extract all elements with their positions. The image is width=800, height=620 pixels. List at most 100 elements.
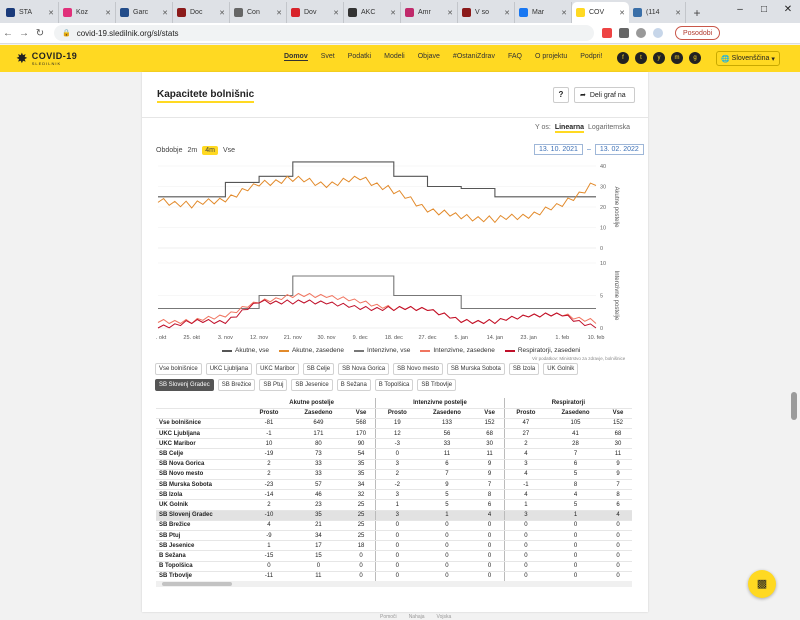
url-field[interactable]: 🔒 covid-19.sledilnik.org/sl/stats — [54, 25, 594, 41]
nav-item[interactable]: Objave — [417, 53, 440, 60]
bottom-tab[interactable]: Pomoči — [380, 614, 397, 620]
menu-icon[interactable] — [636, 28, 646, 38]
table-row[interactable]: B Topolšica 0 0 0 0 0 0 0 0 0 — [156, 561, 632, 572]
medium-icon[interactable]: m — [671, 52, 683, 64]
nav-item[interactable]: Domov — [284, 53, 308, 61]
table-horizontal-scrollbar[interactable] — [156, 581, 632, 587]
hospital-filter-chip[interactable]: UKC Ljubljana — [205, 363, 253, 375]
table-row[interactable]: SB Novo mesto 2 33 35 2 7 9 4 5 9 — [156, 469, 632, 481]
period-option[interactable]: 4m — [202, 146, 218, 155]
page-scrollbar[interactable] — [788, 72, 800, 620]
tab-close-icon[interactable]: ✕ — [276, 9, 282, 17]
browser-tab[interactable]: Dov ✕ — [287, 2, 344, 23]
tab-close-icon[interactable]: ✕ — [162, 9, 168, 17]
browser-tab[interactable]: (114 ✕ — [629, 2, 686, 23]
table-row[interactable]: SB Trbovlje -11 11 0 0 0 0 0 0 0 — [156, 571, 632, 582]
nav-item[interactable]: O projektu — [534, 53, 568, 60]
tab-close-icon[interactable]: ✕ — [675, 9, 681, 17]
help-button[interactable]: ? — [553, 87, 569, 103]
table-row[interactable]: SB Slovenj Gradec -10 35 25 3 1 4 3 1 4 — [156, 510, 632, 521]
tab-close-icon[interactable]: ✕ — [219, 9, 225, 17]
github-icon[interactable]: g — [689, 52, 701, 64]
table-column-header[interactable]: Zasedeno — [289, 408, 347, 419]
browser-tab[interactable]: Doc ✕ — [173, 2, 230, 23]
tab-close-icon[interactable]: ✕ — [390, 9, 396, 17]
hospital-filter-chip[interactable]: Vse bolnišnice — [155, 363, 202, 375]
date-to-input[interactable]: 13. 02. 2022 — [594, 144, 644, 155]
table-column-header[interactable]: Vse — [604, 408, 632, 419]
browser-tab[interactable]: Garc ✕ — [116, 2, 173, 23]
legend-item[interactable]: Intenzivne, zasedene — [420, 347, 495, 354]
nav-item[interactable]: Svet — [320, 53, 335, 60]
table-row[interactable]: SB Murska Sobota -23 57 34 -2 9 7 -1 8 7 — [156, 479, 632, 491]
hospital-filter-chip[interactable]: B Sežana — [336, 379, 371, 391]
hospital-filter-chip[interactable]: SB Ptuj — [259, 379, 288, 391]
youtube-icon[interactable]: y — [653, 52, 665, 64]
table-row[interactable]: SB Nova Gorica 2 33 35 3 6 9 3 6 9 — [156, 459, 632, 470]
hospital-filter-chip[interactable]: SB Celje — [302, 363, 335, 375]
profile-icon[interactable] — [653, 28, 663, 38]
table-column-header[interactable]: Vse — [346, 408, 376, 419]
hospital-filter-chip[interactable]: SB Trbovlje — [417, 379, 457, 391]
table-row[interactable]: SB Izola -14 46 32 3 5 8 4 4 8 — [156, 489, 632, 501]
twitter-icon[interactable]: t — [635, 52, 647, 64]
table-row[interactable]: B Sežana -15 15 0 0 0 0 0 0 0 — [156, 550, 632, 562]
table-column-header[interactable]: Zasedeno — [418, 408, 476, 419]
tab-close-icon[interactable]: ✕ — [561, 9, 567, 17]
table-column-header[interactable]: Zasedeno — [547, 408, 604, 419]
nav-item[interactable]: #OstaniZdrav — [452, 53, 495, 60]
table-column-header[interactable]: Prosto — [248, 408, 290, 419]
scrollbar-thumb[interactable] — [791, 392, 797, 420]
table-row[interactable]: UK Golnik 2 23 25 1 5 6 1 5 6 — [156, 499, 632, 511]
hospital-filter-chip[interactable]: SB Nova Gorica — [338, 363, 390, 375]
language-select[interactable]: 🌐 Slovenščina ▾ — [716, 51, 780, 66]
tab-close-icon[interactable]: ✕ — [619, 9, 625, 17]
tab-close-icon[interactable]: ✕ — [333, 9, 339, 17]
hospital-filter-chip[interactable]: SB Novo mesto — [393, 363, 443, 375]
browser-tab[interactable]: AKC ✕ — [344, 2, 401, 23]
table-row[interactable]: SB Brežice 4 21 25 0 0 0 0 0 0 — [156, 520, 632, 531]
facebook-icon[interactable]: f — [617, 52, 629, 64]
date-from-input[interactable]: 13. 10. 2021 — [534, 144, 583, 155]
table-row[interactable]: SB Celje -19 73 54 0 11 11 4 7 11 — [156, 448, 632, 460]
hospital-filter-chip[interactable]: SB Izola — [508, 363, 540, 375]
reload-icon[interactable]: ↻ — [35, 27, 45, 39]
hospital-filter-chip[interactable]: B Topolšica — [374, 379, 414, 391]
table-column-header[interactable]: Prosto — [503, 408, 547, 419]
tab-close-icon[interactable]: ✕ — [105, 9, 111, 17]
nav-item[interactable]: Modeli — [384, 53, 405, 60]
table-column-header[interactable]: Vse — [475, 408, 505, 419]
browser-tab[interactable]: Mar ✕ — [515, 2, 572, 23]
y-axis-linear[interactable]: Linearna — [554, 124, 585, 133]
puzzle-icon[interactable] — [619, 28, 629, 38]
forward-icon[interactable]: → — [19, 27, 29, 39]
y-axis-log[interactable]: Logaritemska — [588, 124, 631, 131]
legend-item[interactable]: Akutne, zasedene — [278, 347, 344, 354]
maximize-icon[interactable]: □ — [760, 4, 768, 15]
legend-item[interactable]: Akutne, vse — [222, 347, 269, 354]
table-row[interactable]: SB Ptuj -9 34 25 0 0 0 0 0 0 — [156, 530, 632, 542]
hospital-filter-chip[interactable]: UK Golnik — [543, 363, 579, 375]
back-icon[interactable]: ← — [3, 27, 13, 39]
browser-tab[interactable]: Koz ✕ — [59, 2, 116, 23]
browser-tab[interactable]: STA ✕ — [2, 2, 59, 23]
browser-tab[interactable]: Amr ✕ — [401, 2, 458, 23]
nav-item[interactable]: FAQ — [507, 53, 522, 60]
browser-tab[interactable]: Con ✕ — [230, 2, 287, 23]
tab-close-icon[interactable]: ✕ — [48, 9, 54, 17]
bottom-tab[interactable]: Vojska — [436, 614, 452, 620]
share-button[interactable]: ➦ Deli graf na — [574, 87, 635, 103]
nav-item[interactable]: Podpri! — [580, 53, 603, 60]
browser-tab[interactable]: V so ✕ — [458, 2, 515, 23]
site-logo[interactable]: ✸ COVID-19 SLEDILNIK — [16, 50, 77, 67]
period-option[interactable]: Vse — [222, 147, 235, 154]
extension-icon[interactable] — [602, 28, 612, 38]
hospital-filter-chip[interactable]: UKC Maribor — [256, 363, 299, 375]
table-column-header[interactable]: Prosto — [375, 408, 419, 419]
table-row[interactable]: UKC Ljubljana -1 171 170 12 56 68 27 41 68 — [156, 428, 632, 440]
update-button[interactable]: Posodobi — [675, 26, 721, 40]
hospital-filter-chip[interactable]: SB Slovenj Gradec — [155, 379, 214, 391]
table-row[interactable]: Vse bolnišnice -81 649 568 19 133 152 47 105 152 — [156, 418, 632, 430]
hospital-filter-chip[interactable]: SB Brežice — [217, 379, 256, 391]
tab-close-icon[interactable]: ✕ — [504, 9, 510, 17]
